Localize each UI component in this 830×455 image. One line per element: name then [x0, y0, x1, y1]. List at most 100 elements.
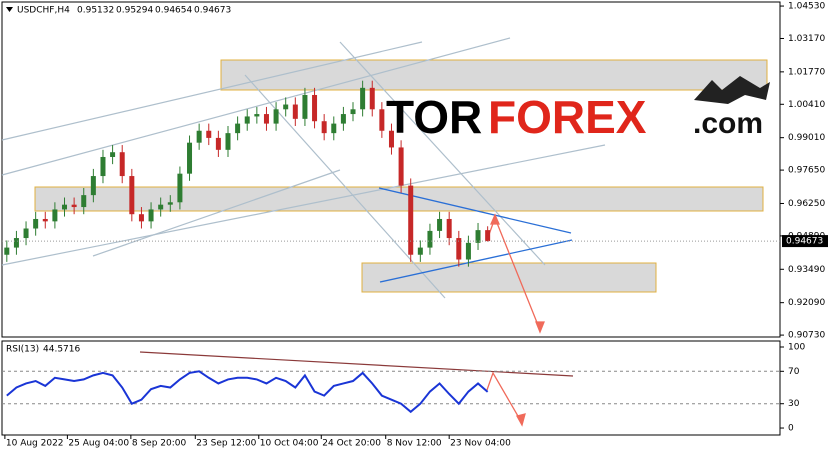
logo-bull [694, 76, 770, 104]
candle-body [446, 218, 452, 239]
candle-body [485, 230, 491, 242]
candle-body [475, 230, 481, 243]
forecast-arrow [486, 371, 523, 424]
candle-body [52, 209, 58, 222]
rsi-title: RSI(13) [6, 345, 39, 355]
header-high: 0.95294 [116, 6, 153, 16]
candle-body [187, 142, 193, 174]
y-tick-label: 1.00410 [788, 100, 825, 110]
x-tick-label: 24 Oct 20:00 [322, 439, 381, 449]
candle-body [13, 238, 19, 248]
candle-body [292, 104, 298, 119]
candle-body [206, 130, 212, 138]
resistance-zone [220, 59, 768, 91]
candle-body [71, 204, 77, 208]
candle-body [340, 114, 346, 124]
channel-line [1, 37, 511, 176]
current-price-tag [782, 235, 828, 248]
y-tick-label: 30 [788, 399, 800, 409]
candle-body [23, 228, 29, 239]
arrow-head [535, 321, 545, 334]
header-open: 0.95132 [77, 6, 114, 16]
y-tick-label: 1.03170 [788, 34, 825, 44]
candle-body [398, 147, 404, 186]
candle-body [138, 214, 144, 222]
x-tick-label: 10 Aug 2022 [6, 439, 64, 449]
candle-body [119, 152, 125, 177]
wedge-bottom [379, 239, 573, 283]
channel-line [92, 169, 341, 257]
candle-body [350, 109, 356, 115]
candle-body [427, 230, 433, 248]
candle-body [273, 109, 279, 124]
y-tick-label: 0.90730 [788, 331, 825, 341]
current-price-label: 0.94673 [786, 237, 823, 247]
logo-tor: TOR [386, 91, 482, 143]
y-tick-label: 0 [788, 424, 794, 434]
candle-body [312, 94, 318, 122]
logo-com: .com [693, 107, 763, 140]
candle-body [331, 123, 337, 134]
candle-body [148, 209, 154, 222]
candle-body [235, 123, 241, 134]
arrow-head [516, 413, 526, 427]
candle-body [177, 173, 183, 203]
candle-body [158, 204, 164, 210]
trend-lines [1, 37, 606, 299]
candle-body [456, 238, 462, 260]
candle-body [417, 247, 423, 255]
x-tick-label: 23 Sep 12:00 [196, 439, 256, 449]
y-tick-label: 0.92090 [788, 298, 825, 308]
candle-body [62, 204, 68, 210]
candle-body [360, 87, 366, 110]
x-tick-label: 8 Nov 12:00 [387, 439, 442, 449]
rsi-frame [1, 340, 781, 436]
candle-body [369, 87, 375, 110]
candle-body [81, 195, 87, 208]
middle-zone [34, 186, 764, 212]
candle-body [302, 94, 308, 119]
rsi-line [6, 370, 489, 414]
channel-line [1, 144, 606, 266]
candle-body [283, 104, 289, 110]
candle-body [388, 130, 394, 148]
x-tick-label: 8 Sep 20:00 [132, 439, 187, 449]
channel-line [1, 41, 423, 141]
y-tick-label: 1.04530 [788, 2, 825, 12]
candle-body [196, 130, 202, 143]
symbol: USDCHF,H4 [17, 6, 70, 16]
candle-body [437, 218, 443, 231]
header-icon [6, 7, 13, 12]
x-tick-label: 10 Oct 04:00 [260, 439, 319, 449]
y-tick-label: 100 [788, 342, 805, 352]
x-tick-label: 25 Aug 04:00 [68, 439, 129, 449]
rsi-current: 44.5716 [43, 345, 80, 355]
candle-body [408, 185, 414, 255]
y-tick-label: 0.97650 [788, 166, 825, 176]
y-tick-label: 70 [788, 367, 800, 377]
candle-body [33, 218, 39, 229]
y-tick-label: 0.96250 [788, 199, 825, 209]
candle-body [215, 137, 221, 150]
rsi-trend-line [139, 351, 574, 377]
candle-body [263, 114, 269, 124]
candle-body [225, 133, 231, 150]
y-tick-label: 1.01770 [788, 67, 825, 77]
candle-body [4, 247, 10, 255]
candle-body [167, 202, 173, 205]
header-low: 0.94654 [155, 6, 192, 16]
candle-body [379, 109, 385, 131]
candle-body [254, 114, 260, 117]
header-close: 0.94673 [194, 6, 231, 16]
candle-body [42, 218, 48, 222]
y-tick-label: 0.99010 [788, 133, 825, 143]
candle-body [244, 116, 250, 124]
candle-body [129, 176, 135, 215]
x-tick-label: 23 Nov 04:00 [450, 439, 511, 449]
candle-body [110, 152, 116, 157]
candle-body [465, 242, 471, 260]
arrow-head [489, 213, 501, 225]
candle-body [100, 156, 106, 177]
